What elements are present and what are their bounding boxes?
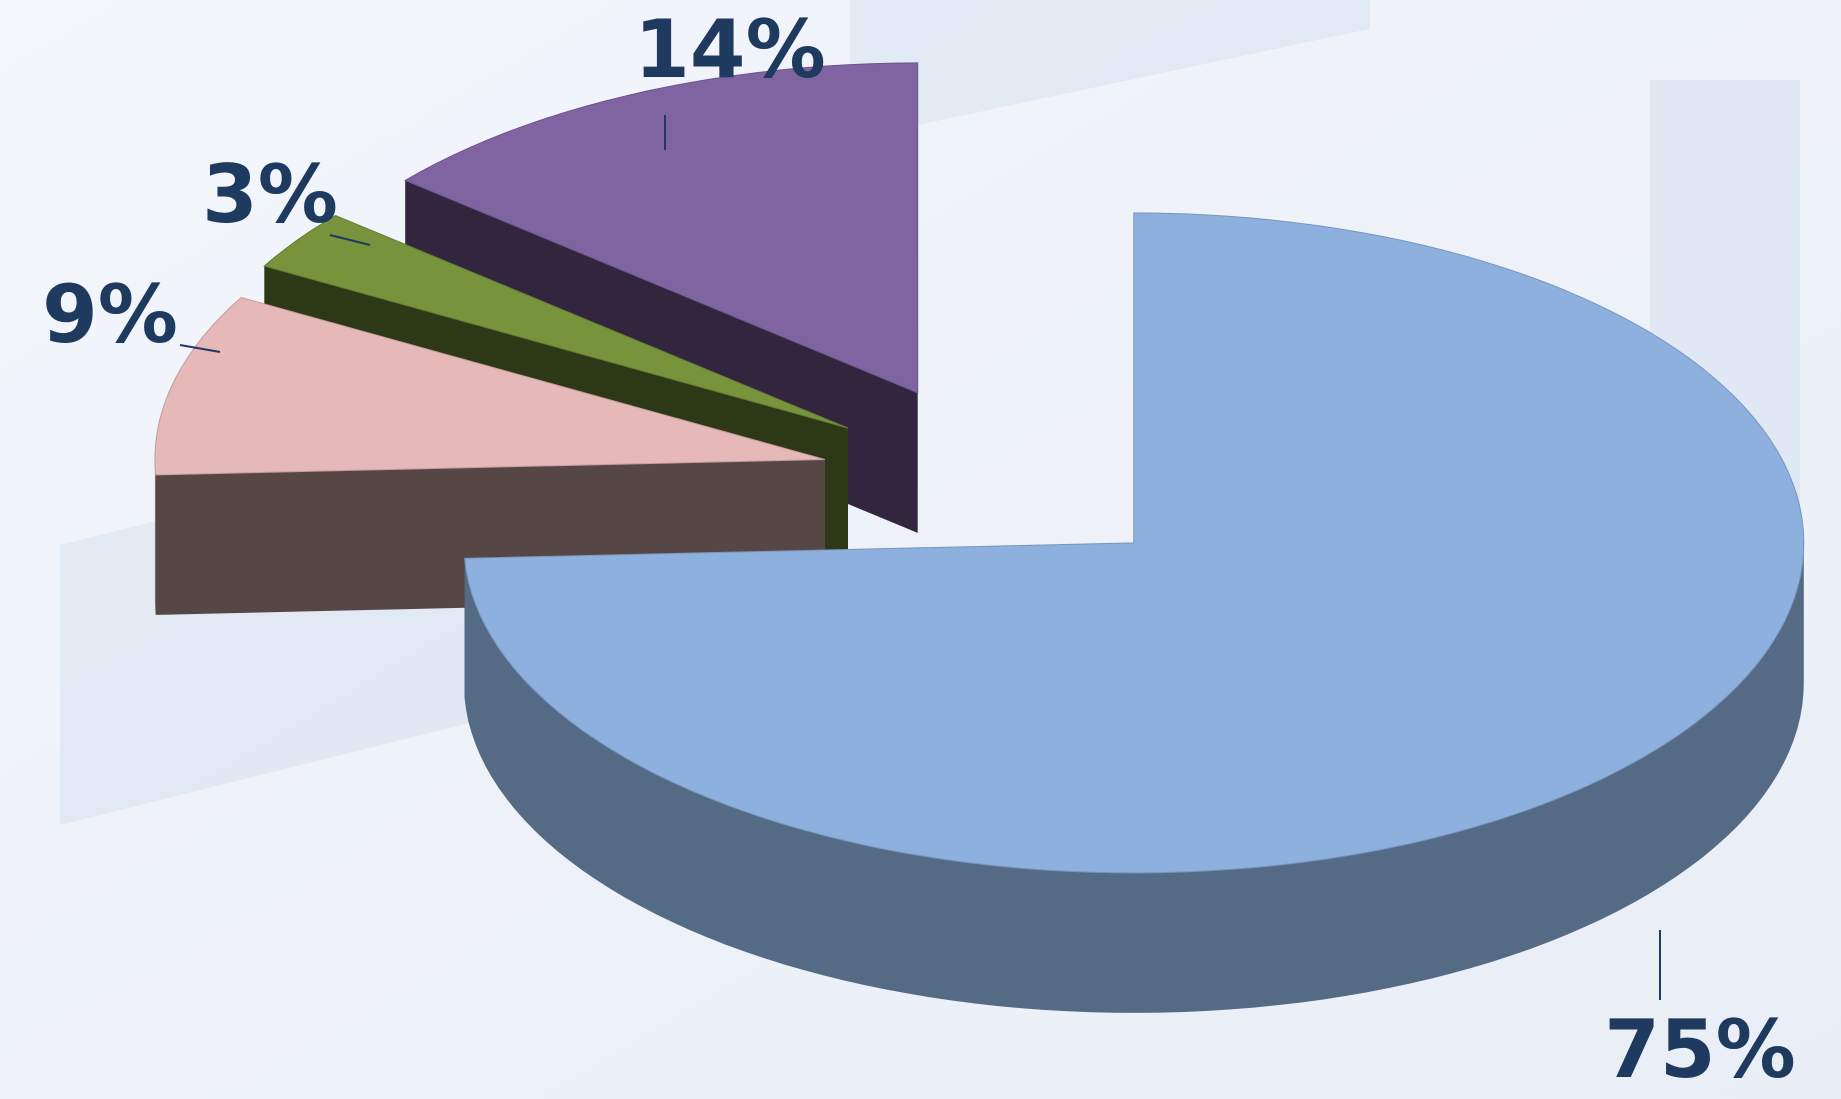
data-label: 14%: [634, 3, 825, 96]
data-label: 75%: [1604, 1003, 1795, 1096]
slice-side: [464, 542, 1804, 1013]
slice-top: [464, 212, 1805, 874]
slice-side: [154, 459, 156, 615]
data-label: 3%: [202, 148, 338, 241]
data-label: 9%: [42, 268, 178, 361]
slice-top: [404, 62, 919, 394]
slice-top: [263, 214, 849, 429]
leader-line: [179, 344, 221, 353]
slice-top: [154, 296, 826, 476]
leader-line: [329, 234, 371, 246]
